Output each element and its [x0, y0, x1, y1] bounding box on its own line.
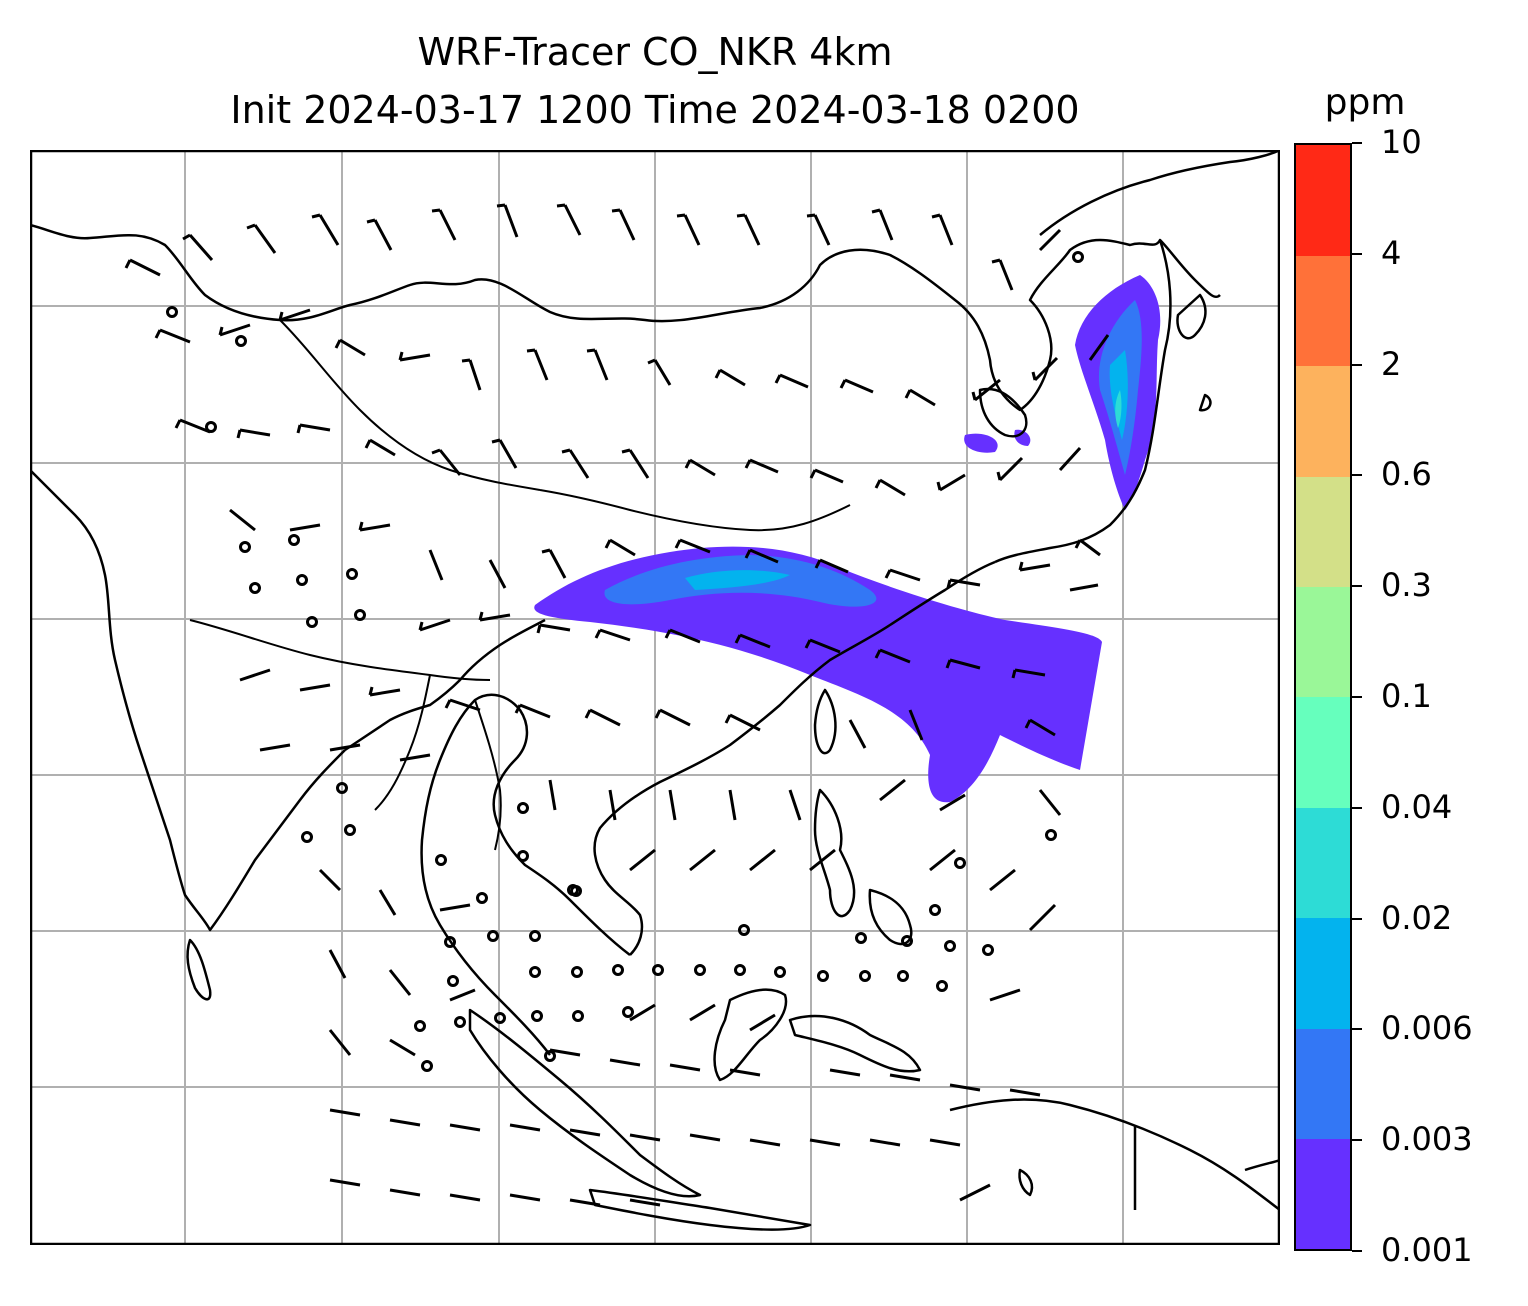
- colorbar-segment: [1296, 1028, 1350, 1140]
- colorbar-tick: [1352, 474, 1362, 477]
- colorbar-tick: [1352, 1250, 1362, 1252]
- tracer-plume-northeast: [964, 275, 1161, 510]
- coastlines: [30, 150, 1280, 1231]
- colorbar-tick: [1352, 142, 1362, 144]
- calm-wind-markers: [166, 251, 1084, 1072]
- colorbar-segment: [1296, 586, 1350, 698]
- colorbar-segment: [1296, 365, 1350, 477]
- colorbar-tick: [1352, 1028, 1362, 1031]
- colorbar-tick: [1352, 806, 1362, 809]
- colorbar-tick-label: 0.04: [1381, 787, 1453, 826]
- colorbar-tick-label: 10: [1381, 123, 1422, 161]
- colorbar-tick-label: 0.02: [1381, 898, 1453, 937]
- colorbar-segment: [1296, 807, 1350, 919]
- country-borders: [189, 319, 851, 851]
- colorbar-tick: [1352, 1139, 1362, 1142]
- colorbar-tick: [1352, 696, 1362, 698]
- colorbar-segment: [1296, 145, 1350, 256]
- map-panel: [30, 150, 1280, 1245]
- colorbar-tick: [1352, 363, 1362, 366]
- colorbar-tick-label: 0.006: [1381, 1009, 1473, 1048]
- colorbar-segment: [1296, 917, 1350, 1029]
- colorbar-tick-label: 2: [1381, 344, 1402, 383]
- colorbar-tick-label: 4: [1381, 233, 1402, 272]
- colorbar-segment: [1296, 697, 1350, 808]
- colorbar-segment: [1296, 476, 1350, 588]
- colorbar-tick: [1352, 252, 1362, 255]
- colorbar-segment: [1296, 255, 1350, 367]
- tracer-plume-central: [534, 546, 1102, 803]
- colorbar-tick-label: 0.001: [1381, 1231, 1473, 1269]
- map-border: [30, 150, 1280, 1245]
- colorbar-segment: [1296, 1138, 1350, 1250]
- wind-barbs: [124, 203, 1110, 1207]
- colorbar: [1294, 143, 1352, 1251]
- colorbar-tick-label: 0.003: [1381, 1120, 1473, 1159]
- colorbar-tick-label: 0.1: [1381, 677, 1432, 715]
- colorbar-tick: [1352, 917, 1362, 920]
- colorbar-tick-label: 0.6: [1381, 455, 1432, 494]
- map-title-line1: WRF-Tracer CO_NKR 4km: [417, 30, 893, 74]
- map-title-line2: Init 2024-03-17 1200 Time 2024-03-18 020…: [230, 88, 1080, 132]
- colorbar-units: ppm: [1324, 82, 1406, 123]
- colorbar-tick: [1352, 585, 1362, 588]
- colorbar-tick-label: 0.3: [1381, 566, 1432, 605]
